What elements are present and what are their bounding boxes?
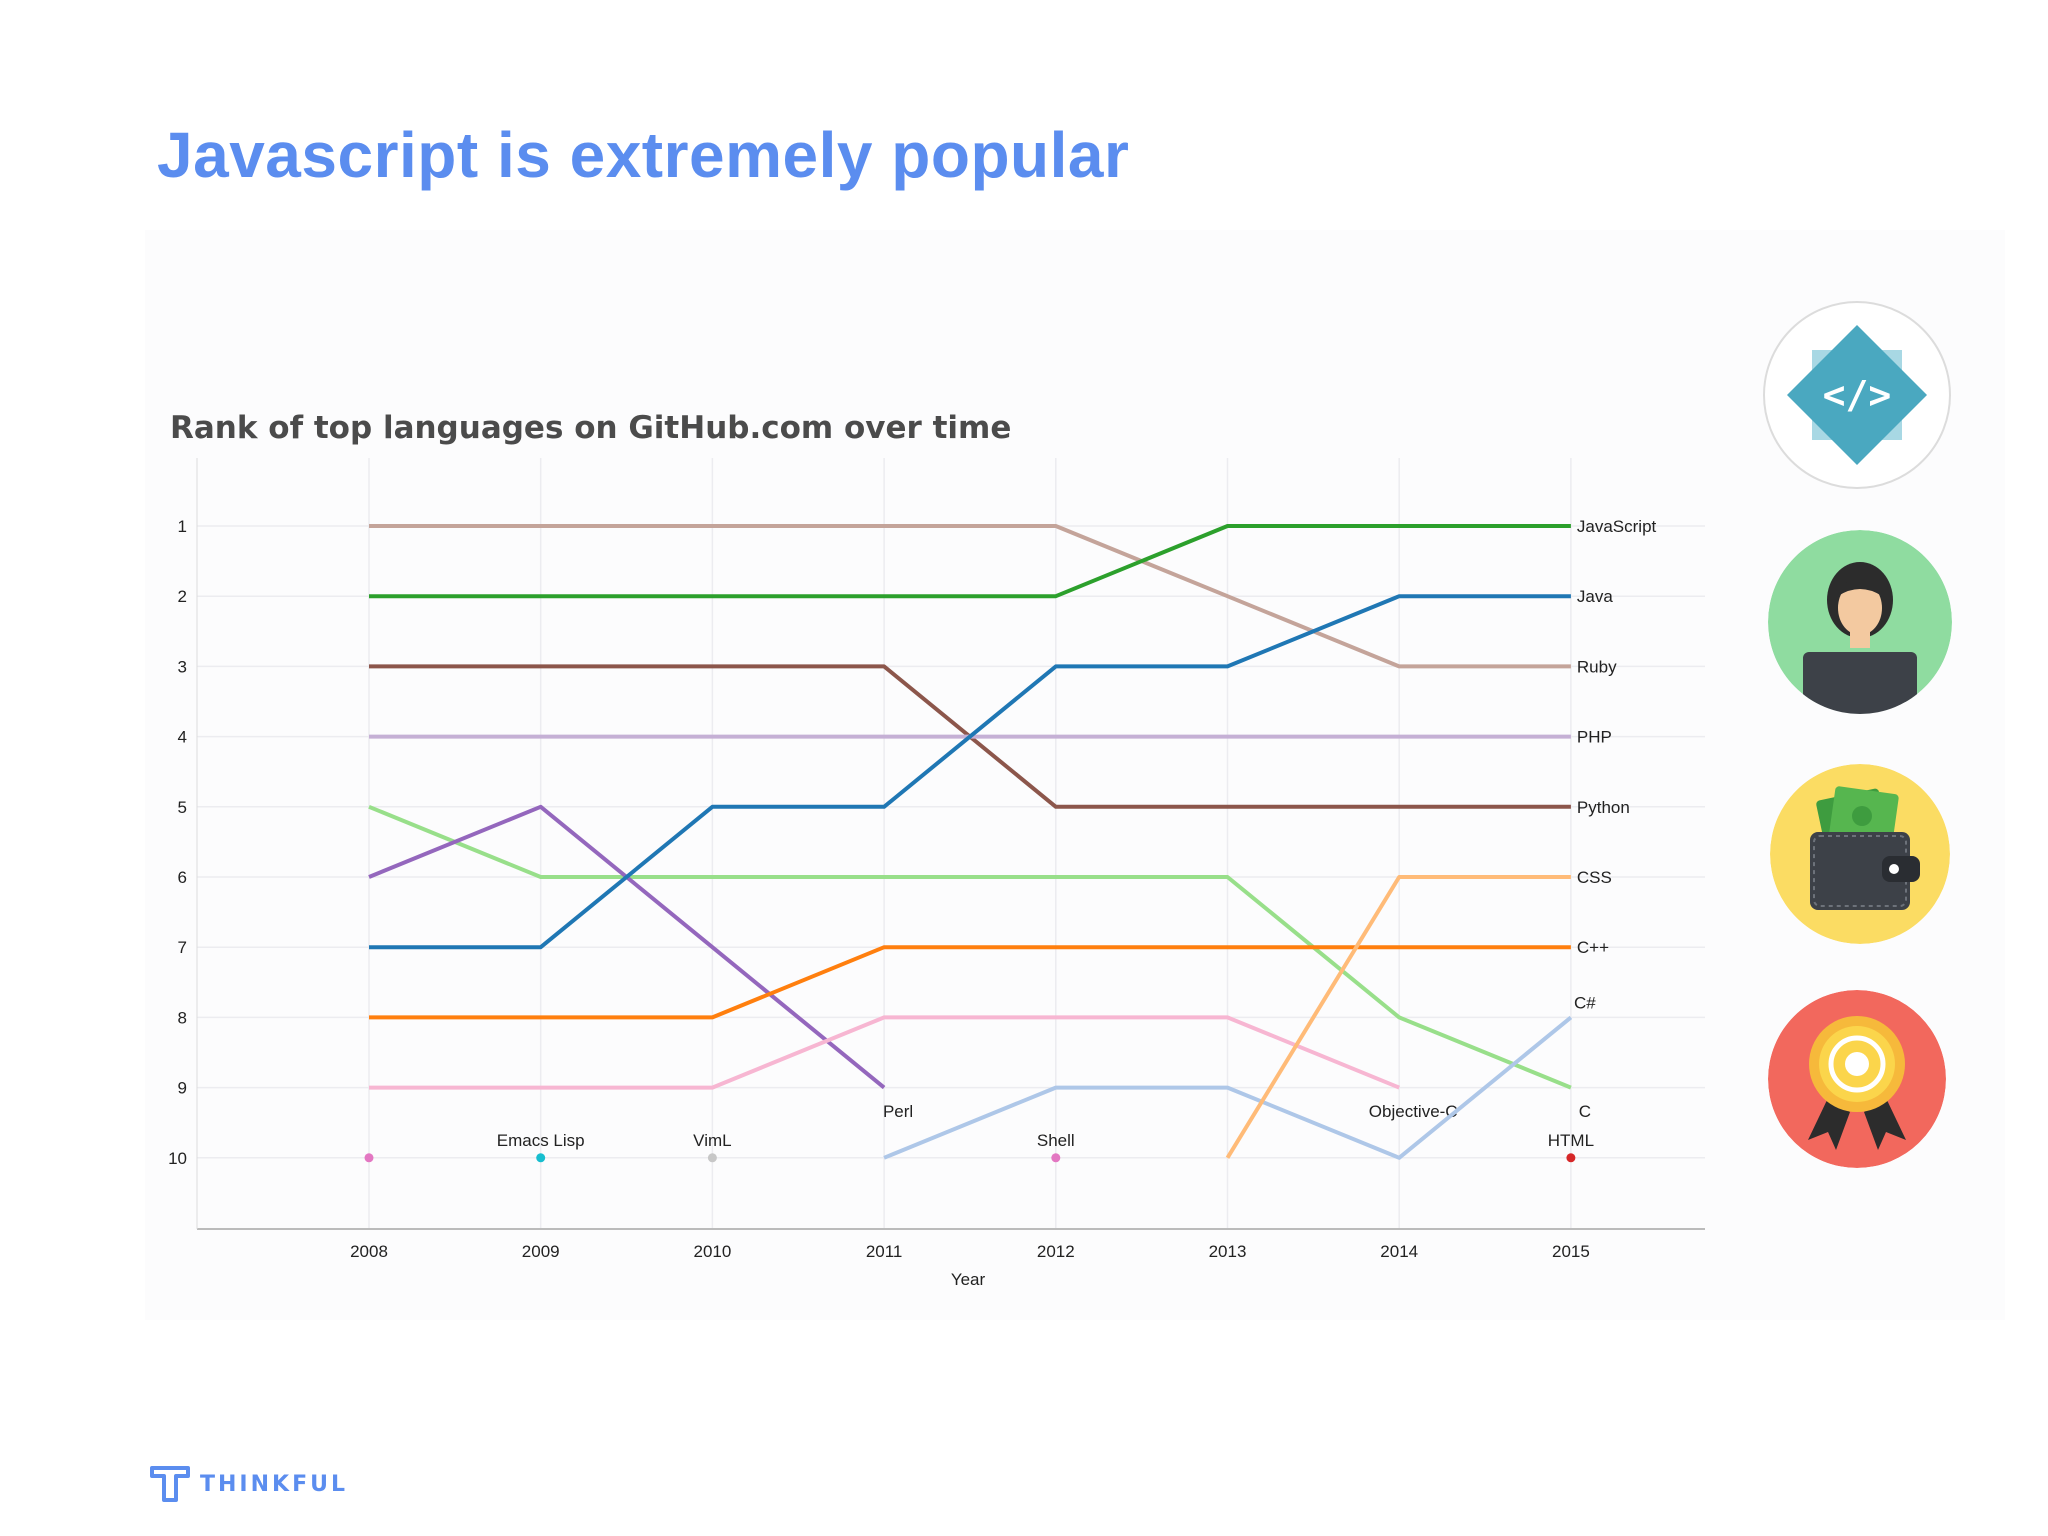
x-tick-label: 2013 [1209,1242,1247,1261]
series-line-objective-c [369,1015,1400,1090]
chart-panel [145,230,2005,1320]
point-html [1566,1153,1576,1163]
series-line-javascript [369,524,1571,599]
series-label: C++ [1577,938,1609,957]
x-axis-label: Year [951,1270,986,1289]
x-tick-label: 2011 [866,1242,903,1261]
x-tick-label: 2010 [693,1242,731,1261]
point-label: Shell [1037,1131,1075,1150]
thinkful-logo-icon [150,1466,190,1502]
y-tick-label: 3 [178,657,187,676]
chart-title: Rank of top languages on GitHub.com over… [170,410,1012,446]
x-tick-label: 2014 [1380,1242,1418,1261]
point-shell [1051,1153,1061,1163]
developer-icon [1768,530,1952,714]
wallet-icon [1770,764,1950,944]
series-label: Objective-C [1369,1102,1458,1121]
series-label: JavaScript [1577,517,1657,536]
point-emacs-lisp [364,1153,374,1163]
y-tick-label: 5 [178,798,187,817]
code-icon: </> [1762,300,1952,490]
series-label: C# [1574,993,1596,1012]
x-tick-label: 2012 [1037,1242,1075,1261]
series-line-c- [883,1015,1573,1160]
y-tick-label: 10 [168,1149,187,1168]
y-tick-label: 8 [178,1008,187,1027]
logo-wordmark: THINKFUL [200,1471,348,1497]
series-label: Ruby [1577,657,1617,676]
y-tick-label: 2 [178,587,187,606]
thinkful-logo: THINKFUL [150,1466,348,1502]
series-label: Perl [883,1102,913,1121]
point-label: VimL [693,1131,731,1150]
series-label: Java [1577,587,1613,606]
grid-lines [197,458,1705,1229]
series-label: PHP [1577,728,1612,747]
slide-title: Javascript is extremely popular [157,119,1130,191]
series-line-ruby [369,524,1571,669]
point-label: Emacs Lisp [497,1131,585,1150]
series-label: Python [1577,798,1630,817]
series-line-c- [369,945,1571,1020]
series-label: C [1579,1102,1591,1121]
x-tick-label: 2008 [350,1242,388,1261]
point-label: HTML [1548,1131,1594,1150]
y-tick-label: 9 [178,1079,187,1098]
point-emacs-lisp [536,1153,546,1163]
series-line-c [368,804,1572,1090]
point-viml [707,1153,717,1163]
y-tick-label: 6 [178,868,187,887]
x-tick-label: 2009 [522,1242,560,1261]
series-line-css [1225,875,1571,1159]
series-label: CSS [1577,868,1612,887]
y-tick-label: 7 [178,938,187,957]
series-line-java [369,594,1571,950]
award-icon [1768,990,1946,1168]
x-tick-label: 2015 [1552,1242,1590,1261]
svg-text:</>: </> [1823,373,1892,417]
y-tick-label: 1 [178,517,187,536]
y-tick-label: 4 [178,728,187,747]
